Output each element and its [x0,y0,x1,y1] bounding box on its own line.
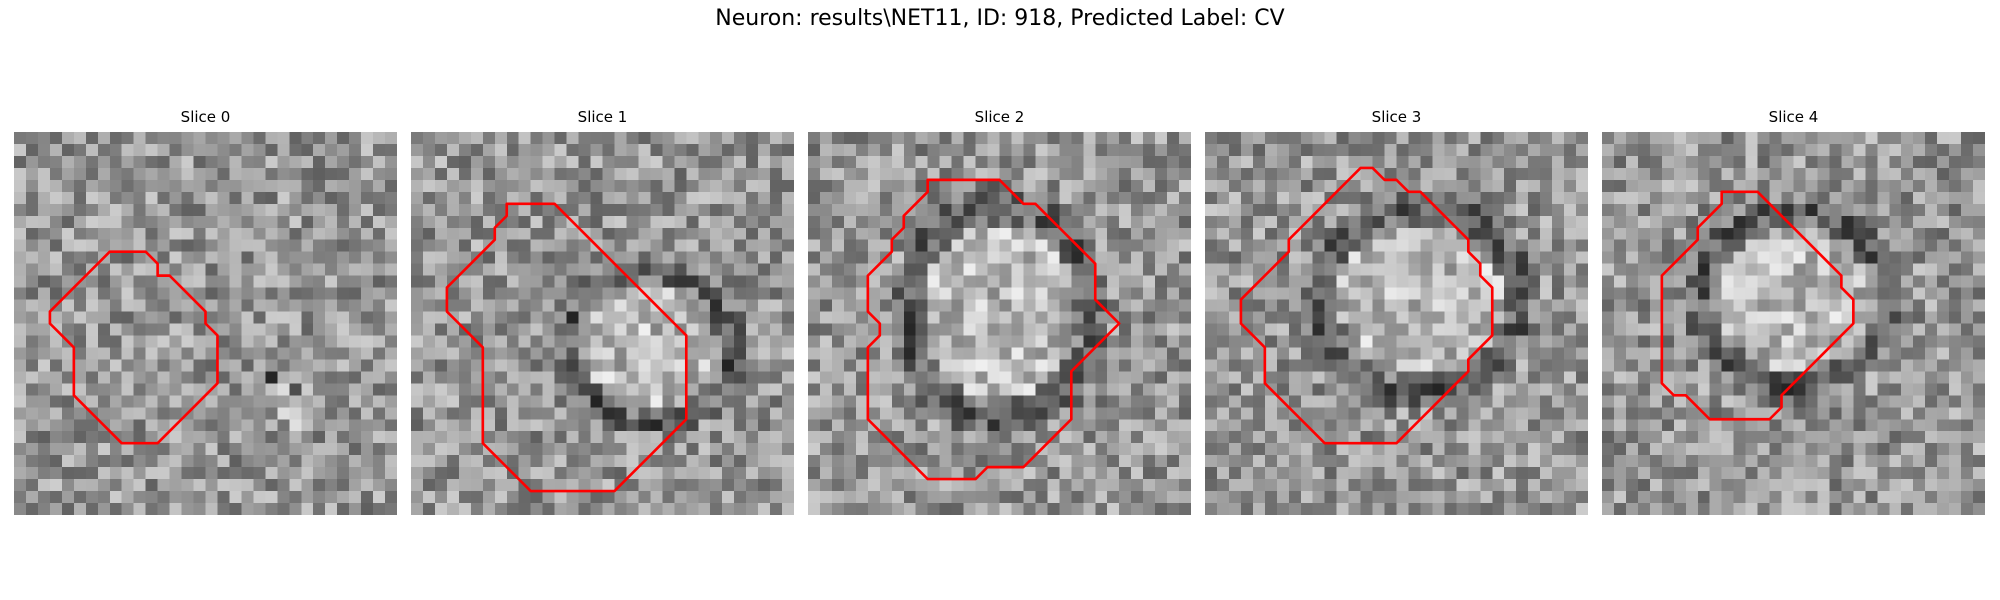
slice-image [1602,132,1985,515]
slice-panel-1: Slice 1 [411,108,794,515]
slice-panel-0: Slice 0 [14,108,397,515]
slice-panel-4: Slice 4 [1602,108,1985,515]
slice-panel-3: Slice 3 [1205,108,1588,515]
slice-image [808,132,1191,515]
segmentation-contour [1239,166,1494,445]
slice-title: Slice 4 [1768,108,1819,126]
segmentation-contour [48,250,219,445]
segmentation-contour [866,178,1121,481]
segmentation-contour [1660,190,1855,421]
slice-image [14,132,397,515]
slice-title: Slice 2 [974,108,1025,126]
figure-title: Neuron: results\NET11, ID: 918, Predicte… [715,6,1285,31]
segmentation-contour [445,202,688,493]
slice-title: Slice 1 [577,108,628,126]
slice-title: Slice 3 [1371,108,1422,126]
slice-title: Slice 0 [180,108,231,126]
slice-panel-2: Slice 2 [808,108,1191,515]
slice-image [411,132,794,515]
slice-image [1205,132,1588,515]
